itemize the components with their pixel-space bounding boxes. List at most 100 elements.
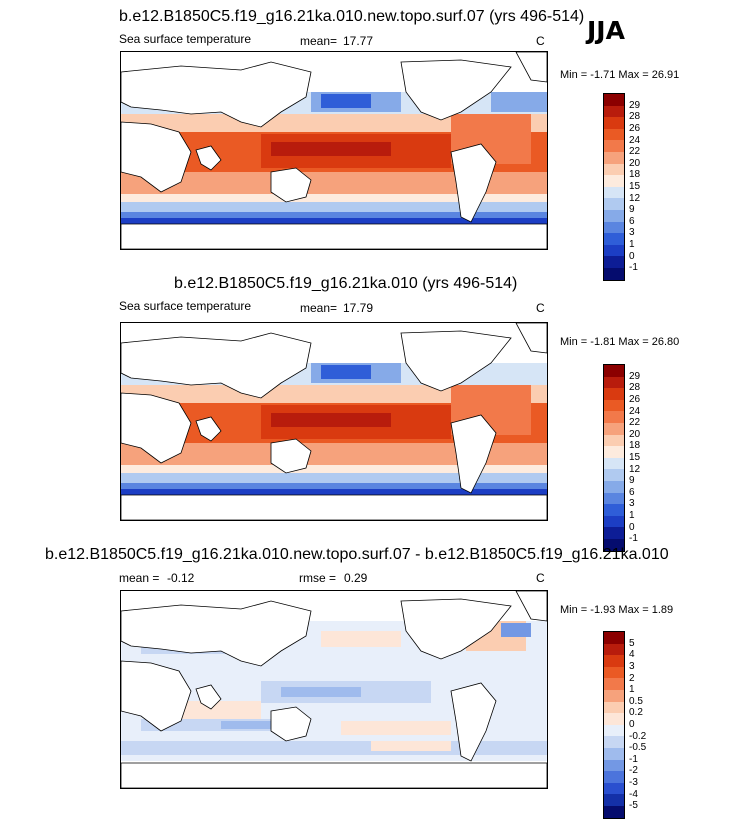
colorbar-tick-label: 1 [629, 239, 635, 250]
panel-3-min-label: Min = [560, 604, 588, 616]
panel-2-title: b.e12.B1850C5.f19_g16.21ka.010 (yrs 496-… [174, 275, 518, 292]
colorbar-tick-label: 18 [629, 169, 641, 181]
panel-1-minmax: Min = -1.71 Max = 26.91 [560, 69, 679, 81]
colorbar-tick-label: -5 [629, 800, 638, 812]
colorbar-tick-label: 29 [629, 370, 641, 382]
panel-1-mean-label: mean= [300, 34, 338, 48]
colorbar-swatch [604, 689, 624, 702]
colorbar-swatch [604, 771, 624, 783]
colorbar-swatch [604, 365, 624, 377]
colorbar-swatch [604, 492, 624, 505]
panel-2-map [120, 322, 548, 521]
colorbar-tick-label: 24 [629, 134, 641, 146]
colorbar-tick-label: 24 [629, 405, 641, 417]
colorbar-swatch [604, 736, 624, 748]
colorbar-tick-label: 1 [629, 684, 635, 696]
colorbar-swatch [604, 747, 624, 760]
panel-3-max-value: 1.89 [651, 604, 674, 616]
panel-1-title: b.e12.B1850C5.f19_g16.21ka.010.new.topo.… [119, 8, 585, 25]
colorbar-swatch [604, 233, 624, 245]
panel-3-mean-value: -0.12 [167, 571, 195, 585]
colorbar-tick-label: 28 [629, 382, 641, 394]
colorbar-swatch [604, 713, 624, 725]
panel-1-max-value: 26.91 [651, 69, 680, 81]
colorbar-swatch [604, 678, 624, 690]
colorbar-tick-label: 22 [629, 146, 641, 158]
panel-3-units: C [536, 571, 545, 585]
panel-1-map [120, 51, 548, 250]
colorbar-swatch [604, 399, 624, 412]
colorbar-swatch [604, 666, 624, 679]
colorbar-tick-label: 0 [629, 250, 635, 262]
colorbar-tick-label: 6 [629, 215, 635, 227]
colorbar-swatch [604, 724, 624, 737]
colorbar-swatch [604, 376, 624, 389]
colorbar-tick-label: 26 [629, 394, 641, 405]
colorbar-swatch [604, 457, 624, 470]
colorbar-swatch [604, 388, 624, 400]
colorbar-swatch [604, 759, 624, 772]
colorbar-swatch [604, 527, 624, 539]
colorbar-swatch [604, 117, 624, 129]
panel-3-colorbar [603, 631, 625, 819]
colorbar-tick-label: -0.2 [629, 730, 647, 742]
colorbar-tick-label: -1 [629, 262, 638, 274]
colorbar-swatch [604, 782, 624, 795]
colorbar-swatch [604, 140, 624, 152]
colorbar-swatch [604, 422, 624, 435]
panel-2-colorbar [603, 364, 625, 552]
colorbar-swatch [604, 411, 624, 423]
colorbar-tick-label: 18 [629, 440, 641, 452]
colorbar-swatch [604, 434, 624, 447]
colorbar-tick-label: 3 [629, 227, 635, 239]
colorbar-tick-label: 2 [629, 672, 635, 684]
colorbar-tick-label: 28 [629, 111, 641, 123]
panel-1-max-label: Max = [618, 69, 649, 81]
colorbar-tick-label: 22 [629, 417, 641, 429]
panel-2-minmax: Min = -1.81 Max = 26.80 [560, 336, 679, 348]
colorbar-swatch [604, 151, 624, 164]
panel-3-min-value: -1.93 [590, 604, 616, 616]
panel-1-colorbar [603, 93, 625, 281]
colorbar-swatch [604, 632, 624, 644]
colorbar-swatch [604, 163, 624, 176]
colorbar-tick-label: -4 [629, 788, 638, 800]
colorbar-tick-label: -2 [629, 765, 638, 777]
colorbar-swatch [604, 643, 624, 656]
colorbar-tick-label: 9 [629, 204, 635, 216]
colorbar-tick-label: 1 [629, 510, 635, 521]
panel-3-mean-label: mean = [119, 571, 160, 585]
colorbar-tick-label: 15 [629, 452, 641, 463]
panel-1-subtitle: Sea surface temperature [119, 32, 252, 46]
colorbar-swatch [604, 175, 624, 187]
colorbar-tick-label: 3 [629, 661, 635, 672]
colorbar-tick-label: 5 [629, 637, 635, 649]
colorbar-tick-label: 20 [629, 157, 641, 169]
panel-2-min-value: -1.81 [590, 336, 616, 348]
panel-1-mean-value: 17.77 [343, 34, 374, 48]
colorbar-swatch [604, 446, 624, 458]
colorbar-tick-label: 29 [629, 99, 641, 111]
colorbar-swatch [604, 221, 624, 234]
colorbar-tick-label: -3 [629, 777, 638, 788]
panel-2-max-value: 26.80 [651, 336, 680, 348]
colorbar-swatch [604, 504, 624, 516]
panel-2-mean-value: 17.79 [343, 301, 374, 315]
panel-2-min-label: Min = [560, 336, 588, 348]
colorbar-tick-label: 9 [629, 475, 635, 487]
colorbar-swatch [604, 267, 624, 280]
colorbar-swatch [604, 805, 624, 818]
panel-3-title: b.e12.B1850C5.f19_g16.21ka.010.new.topo.… [45, 546, 669, 563]
colorbar-swatch [604, 480, 624, 493]
colorbar-swatch [604, 244, 624, 257]
colorbar-tick-label: 6 [629, 486, 635, 498]
colorbar-swatch [604, 701, 624, 714]
colorbar-tick-label: 26 [629, 123, 641, 134]
panel-3-rmse-label: rmse = [299, 571, 337, 585]
colorbar-swatch [604, 655, 624, 667]
colorbar-swatch [604, 469, 624, 481]
colorbar-swatch [604, 794, 624, 806]
colorbar-tick-label: 3 [629, 498, 635, 510]
panel-3-map [120, 590, 548, 789]
panel-1-min-label: Min = [560, 69, 588, 81]
